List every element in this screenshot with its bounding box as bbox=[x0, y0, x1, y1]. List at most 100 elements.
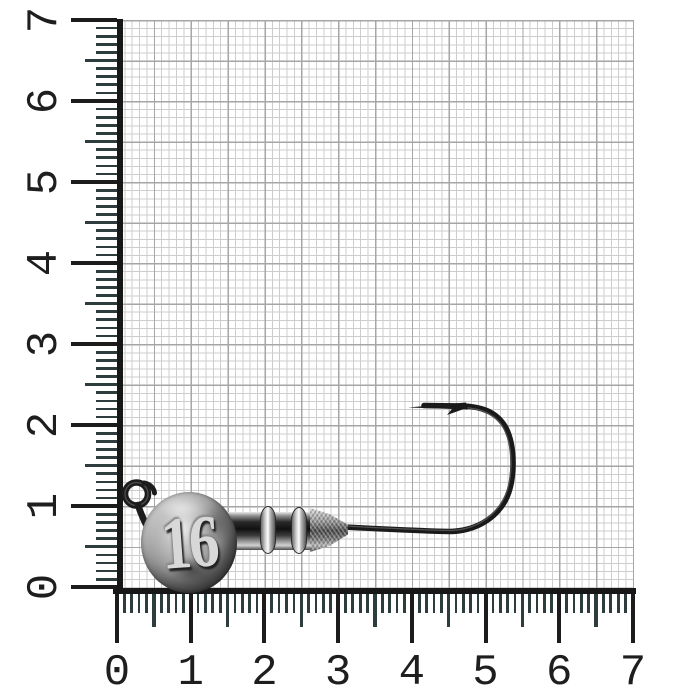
weight-stamp-area: 16 bbox=[141, 492, 237, 593]
left-minor-tick bbox=[96, 83, 117, 87]
bottom-minor-tick bbox=[292, 594, 296, 613]
bottom-minor-tick bbox=[181, 594, 185, 613]
bottom-minor-tick bbox=[469, 594, 473, 613]
bottom-minor-tick bbox=[366, 594, 369, 613]
left-minor-tick bbox=[96, 326, 117, 330]
eyelet-tag-end bbox=[141, 480, 157, 496]
bottom-minor-tick bbox=[602, 594, 605, 613]
bottom-minor-tick bbox=[417, 594, 421, 613]
ball-rim-shade bbox=[203, 502, 231, 544]
bottom-major-tick bbox=[188, 594, 193, 643]
left-minor-tick bbox=[96, 537, 117, 541]
left-major-tick bbox=[71, 342, 117, 347]
left-minor-tick bbox=[96, 188, 117, 192]
left-minor-tick bbox=[85, 545, 117, 549]
left-minor-tick bbox=[96, 269, 117, 273]
left-minor-tick bbox=[96, 156, 117, 160]
bottom-minor-tick bbox=[314, 594, 318, 613]
left-minor-tick bbox=[96, 456, 117, 459]
bottom-minor-tick bbox=[240, 594, 244, 613]
left-minor-tick bbox=[96, 34, 117, 38]
bottom-minor-tick bbox=[587, 594, 591, 613]
left-minor-tick bbox=[96, 107, 117, 111]
bottom-minor-tick bbox=[225, 594, 230, 627]
left-minor-tick bbox=[96, 431, 117, 435]
bottom-minor-tick bbox=[446, 594, 451, 627]
bottom-minor-tick bbox=[167, 594, 170, 613]
left-minor-tick bbox=[96, 205, 117, 208]
bottom-minor-tick bbox=[152, 594, 156, 627]
left-minor-tick bbox=[96, 172, 117, 176]
left-minor-tick bbox=[96, 26, 117, 30]
bottom-minor-tick bbox=[329, 594, 333, 613]
left-minor-tick bbox=[96, 148, 117, 152]
ball-shadow-blotch bbox=[168, 556, 216, 584]
left-major-tick bbox=[71, 18, 117, 22]
left-minor-tick bbox=[96, 512, 117, 516]
bottom-minor-tick bbox=[462, 594, 465, 613]
bottom-major-tick bbox=[409, 594, 414, 643]
left-minor-tick bbox=[85, 464, 117, 468]
left-major-tick bbox=[71, 180, 117, 185]
bottom-minor-tick bbox=[616, 594, 620, 613]
bottom-ruler-number: 2 bbox=[251, 648, 278, 698]
bottom-minor-tick bbox=[277, 594, 281, 613]
left-minor-tick bbox=[96, 229, 117, 233]
bottom-minor-tick bbox=[218, 594, 222, 613]
bottom-minor-tick bbox=[395, 594, 399, 613]
left-minor-tick bbox=[96, 391, 117, 395]
bottom-minor-tick bbox=[528, 594, 532, 613]
left-minor-tick bbox=[96, 115, 117, 119]
hook-shank-bend bbox=[341, 402, 516, 535]
bottom-minor-tick bbox=[299, 594, 303, 627]
bottom-minor-tick bbox=[579, 594, 583, 613]
bottom-major-tick bbox=[115, 594, 119, 643]
bottom-major-tick bbox=[336, 594, 341, 643]
left-minor-tick bbox=[96, 132, 117, 135]
left-minor-tick bbox=[96, 67, 117, 70]
left-minor-tick bbox=[96, 553, 117, 557]
bottom-minor-tick bbox=[439, 594, 443, 613]
left-minor-tick bbox=[96, 42, 117, 46]
left-minor-tick bbox=[96, 277, 117, 281]
bottom-minor-tick bbox=[270, 594, 274, 613]
bottom-minor-tick bbox=[388, 594, 392, 613]
bottom-minor-tick bbox=[535, 594, 539, 613]
bottom-minor-tick bbox=[285, 594, 288, 613]
left-minor-tick bbox=[96, 407, 117, 411]
left-minor-tick bbox=[96, 51, 117, 54]
left-major-tick bbox=[71, 99, 117, 103]
bottom-minor-tick bbox=[380, 594, 384, 613]
left-minor-tick bbox=[96, 496, 117, 500]
left-minor-tick bbox=[96, 399, 117, 403]
left-minor-tick bbox=[96, 529, 117, 532]
bottom-minor-tick bbox=[204, 594, 207, 613]
bottom-minor-tick bbox=[543, 594, 546, 613]
left-minor-tick bbox=[96, 164, 117, 168]
left-minor-tick bbox=[96, 367, 117, 370]
left-major-tick bbox=[71, 423, 117, 428]
collar-ring-2 bbox=[291, 507, 307, 554]
bottom-minor-tick bbox=[498, 594, 502, 613]
bottom-minor-tick bbox=[174, 594, 178, 613]
collar-ring-1 bbox=[260, 506, 276, 554]
left-minor-tick bbox=[96, 91, 117, 95]
left-minor-tick bbox=[96, 245, 117, 249]
left-minor-tick bbox=[96, 488, 117, 492]
bottom-minor-tick bbox=[211, 594, 215, 613]
bottom-major-tick bbox=[557, 594, 562, 643]
left-minor-tick bbox=[85, 301, 117, 306]
bottom-minor-tick bbox=[491, 594, 495, 613]
bottom-minor-tick bbox=[255, 594, 259, 613]
bottom-minor-tick bbox=[233, 594, 237, 613]
bottom-ruler-number: 3 bbox=[324, 648, 352, 698]
bottom-minor-tick bbox=[565, 594, 568, 613]
bottom-minor-tick bbox=[196, 594, 200, 613]
left-minor-tick bbox=[96, 213, 117, 216]
bottom-ruler-number: 6 bbox=[545, 648, 573, 698]
bottom-minor-tick bbox=[322, 594, 325, 613]
bottom-minor-tick bbox=[159, 594, 163, 613]
bottom-minor-tick bbox=[520, 594, 524, 627]
bottom-minor-tick bbox=[550, 594, 554, 613]
